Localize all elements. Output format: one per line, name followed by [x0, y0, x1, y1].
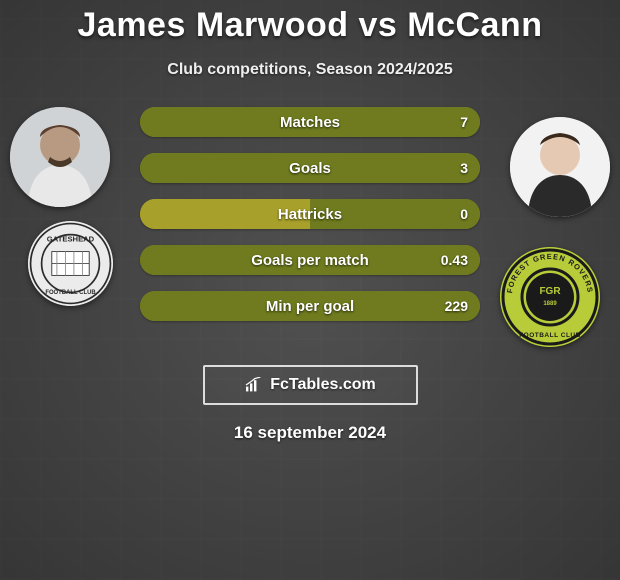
stat-bar-label: Goals per match	[140, 245, 480, 275]
stat-bar-right-value: 0.43	[441, 245, 468, 275]
stat-bar: Matches7	[140, 107, 480, 137]
stat-bar: Goals per match0.43	[140, 245, 480, 275]
brand-box: FcTables.com	[203, 365, 418, 405]
player-right-club-badge: FGR 1889 FOREST GREEN ROVERS FOOTBALL CL…	[500, 247, 600, 347]
stat-bar-right-value: 3	[460, 153, 468, 183]
stat-bar: Goals3	[140, 153, 480, 183]
stat-bar-label: Goals	[140, 153, 480, 183]
comparison-area: GATESHEAD FOOTBALL CLUB FGR 1889 FOREST …	[0, 107, 620, 357]
stat-bar-label: Matches	[140, 107, 480, 137]
svg-text:GATESHEAD: GATESHEAD	[47, 234, 95, 243]
svg-text:FOOTBALL CLUB: FOOTBALL CLUB	[519, 332, 581, 339]
stat-bar-right-value: 7	[460, 107, 468, 137]
stat-bars: Matches7Goals3Hattricks0Goals per match0…	[140, 107, 480, 337]
brand-text: FcTables.com	[270, 376, 376, 394]
player-right-avatar	[510, 117, 610, 217]
svg-text:FGR: FGR	[539, 286, 561, 297]
stat-bar-right-value: 0	[460, 199, 468, 229]
page-title: James Marwood vs McCann	[0, 0, 620, 45]
player-left-club-badge: GATESHEAD FOOTBALL CLUB	[28, 221, 113, 306]
stat-bar-right-value: 229	[445, 291, 468, 321]
stat-bar: Min per goal229	[140, 291, 480, 321]
svg-text:FOOTBALL CLUB: FOOTBALL CLUB	[45, 290, 96, 296]
page-subtitle: Club competitions, Season 2024/2025	[0, 61, 620, 79]
svg-text:1889: 1889	[543, 301, 557, 307]
stat-bar-label: Hattricks	[140, 199, 480, 229]
brand-icon	[244, 377, 264, 393]
date-text: 16 september 2024	[0, 423, 620, 443]
stat-bar: Hattricks0	[140, 199, 480, 229]
stat-bar-label: Min per goal	[140, 291, 480, 321]
player-left-avatar	[10, 107, 110, 207]
